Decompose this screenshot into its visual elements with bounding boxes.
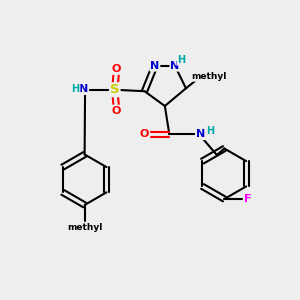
Text: N: N xyxy=(170,61,179,71)
Text: H: H xyxy=(177,55,185,65)
Text: N: N xyxy=(150,61,159,71)
Text: S: S xyxy=(110,83,120,96)
Text: N: N xyxy=(79,84,88,94)
Text: methyl: methyl xyxy=(191,72,227,81)
Text: H: H xyxy=(71,84,80,94)
Text: H: H xyxy=(206,126,214,136)
Text: methyl: methyl xyxy=(67,223,102,232)
Text: O: O xyxy=(140,129,149,139)
Text: O: O xyxy=(112,106,121,116)
Text: F: F xyxy=(244,194,252,204)
Text: N: N xyxy=(196,129,205,139)
Text: O: O xyxy=(112,64,121,74)
